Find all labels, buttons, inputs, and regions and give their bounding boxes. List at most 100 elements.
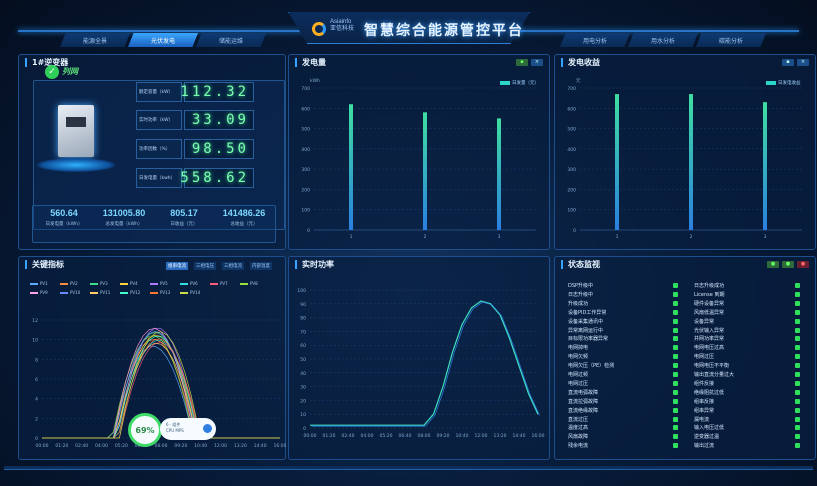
revenue-panel: 发电收益 ▪ × (554, 54, 816, 250)
status-item-label-left: 风扇故障 (568, 434, 589, 441)
minimize-button[interactable]: ▪ (516, 59, 528, 66)
y-tick-label: 6 (35, 377, 38, 383)
status-light-green-2[interactable]: ● (782, 261, 794, 268)
status-monitor-title: 状态监视 (561, 260, 600, 269)
bar (689, 94, 693, 230)
legend-label: PV14 (190, 290, 201, 295)
metric-value-daily: 558.62 (180, 168, 254, 188)
x-tick-label: 14:40 (513, 433, 526, 439)
power-line-2 (311, 301, 540, 427)
metric-label-power: 实时功率（kW） (136, 110, 182, 130)
legend-swatch (60, 291, 68, 294)
legend-item[interactable]: PV13 (150, 290, 170, 295)
legend-item[interactable]: PV10 (60, 290, 80, 295)
y-tick-label: 70 (300, 329, 306, 335)
legend-item[interactable]: PV7 (210, 281, 228, 286)
bar (349, 104, 353, 230)
x-tick-label: 2 (690, 234, 693, 240)
legend-swatch (766, 81, 776, 85)
panel-controls: ● ● ● (767, 261, 809, 268)
status-ok-icon (673, 372, 678, 377)
status-light-green[interactable]: ● (767, 261, 779, 268)
status-ok-icon (673, 300, 678, 306)
legend-item[interactable]: PV8 (240, 281, 258, 286)
summary-row (32, 205, 276, 243)
tab-storage[interactable]: 储能运维 (196, 33, 266, 47)
bar (423, 112, 427, 230)
y-tick-label: 0 (573, 228, 576, 234)
status-ok-icon (795, 372, 800, 377)
status-item-label-left: 日志升级中 (568, 291, 594, 298)
tab-pv-generation[interactable]: 光伏发电 (128, 33, 198, 47)
legend-item[interactable]: PV14 (180, 290, 200, 295)
tab-carbon-analysis[interactable]: 碳能分析 (696, 33, 766, 47)
y-tick-label: 50 (300, 357, 306, 363)
asiainfo-logo-icon (312, 22, 326, 36)
legend-item[interactable]: PV9 (30, 290, 48, 295)
summary-daily-gen: 560.64 日发电量（kWh） (34, 208, 94, 227)
x-tick-label: 13:20 (234, 443, 247, 449)
legend-item[interactable]: PV6 (180, 281, 198, 286)
minimize-button[interactable]: ▪ (782, 59, 794, 66)
status-item-label-left: 电网掉电 (568, 345, 589, 352)
inverter-status: 列网 (62, 67, 78, 76)
status-ok-icon (795, 425, 800, 431)
y-tick-label: 0 (307, 228, 310, 234)
tab-three-phase-voltage[interactable]: 三相电压 (194, 262, 216, 270)
status-item-label-right: 绝缘阻抗过低 (694, 389, 725, 396)
x-tick-label: 02:40 (75, 443, 88, 449)
legend-item[interactable]: PV11 (90, 290, 110, 295)
status-ok-icon (795, 283, 800, 288)
x-tick-label: 08:00 (418, 433, 431, 439)
y-tick-label: 500 (567, 127, 576, 133)
status-item-label-right: 风扇低温异常 (694, 309, 725, 316)
tab-energy-overview[interactable]: 能源全景 (60, 33, 130, 47)
legend-item[interactable]: PV1 (30, 281, 48, 286)
tab-string-current[interactable]: 组串电流 (166, 262, 188, 270)
x-tick-label: 10:40 (194, 443, 207, 449)
legend-swatch (90, 282, 98, 285)
x-tick-label: 06:40 (399, 433, 412, 439)
legend-swatch (30, 282, 38, 285)
summary-daily-revenue: 805.17 日收益（元） (154, 208, 214, 227)
tab-power-analysis[interactable]: 用电分析 (560, 33, 630, 47)
y-tick-label: 700 (301, 86, 310, 92)
y-tick-label: 20 (300, 398, 306, 404)
status-item-label-left: 残余电流 (568, 443, 589, 450)
close-button[interactable]: × (797, 59, 809, 66)
panel-controls: ▪ × (516, 59, 543, 66)
legend-item[interactable]: PV12 (120, 290, 140, 295)
status-ok-icon (795, 318, 800, 324)
status-ok-icon (673, 354, 678, 360)
y-tick-label: 10 (300, 412, 306, 418)
tab-internal-temp[interactable]: 内部温度 (250, 262, 272, 270)
status-item-label-left: 电网欠压（PE）检测 (568, 363, 615, 370)
legend-label: PV7 (220, 281, 228, 286)
close-button[interactable]: × (531, 59, 543, 66)
revenue-title: 发电收益 (561, 58, 600, 67)
status-ok-icon (795, 416, 800, 422)
status-ok-icon (795, 309, 800, 315)
status-ok-icon (795, 363, 800, 369)
summary-value: 141486.26 (222, 208, 266, 218)
legend-label: PV3 (100, 281, 108, 286)
status-ok-icon (673, 389, 678, 395)
status-item-label-right: License 到期 (694, 291, 725, 298)
tab-three-phase-current[interactable]: 三相电流 (222, 262, 244, 270)
status-item-label-left: 异常离网运行中 (568, 327, 604, 334)
legend-item[interactable]: PV5 (150, 281, 168, 286)
tab-water-analysis[interactable]: 用水分析 (628, 33, 698, 47)
status-ok-icon (795, 389, 800, 395)
legend-item[interactable]: PV3 (90, 281, 108, 286)
status-light-red[interactable]: ● (797, 261, 809, 268)
x-tick-label: 09:20 (174, 443, 187, 449)
x-tick-label: 12:00 (214, 443, 227, 449)
legend-item[interactable]: PV4 (120, 281, 138, 286)
status-item-label-right: 电网电压不平衡 (694, 363, 730, 370)
status-item-label-right: 电网电压过高 (694, 345, 725, 352)
y-tick-label: 300 (301, 167, 310, 173)
legend-label: PV1 (40, 281, 48, 286)
legend-item[interactable]: PV2 (60, 281, 78, 286)
legend-label: PV2 (70, 281, 78, 286)
status-item-label-right: 组串异常 (694, 407, 715, 414)
